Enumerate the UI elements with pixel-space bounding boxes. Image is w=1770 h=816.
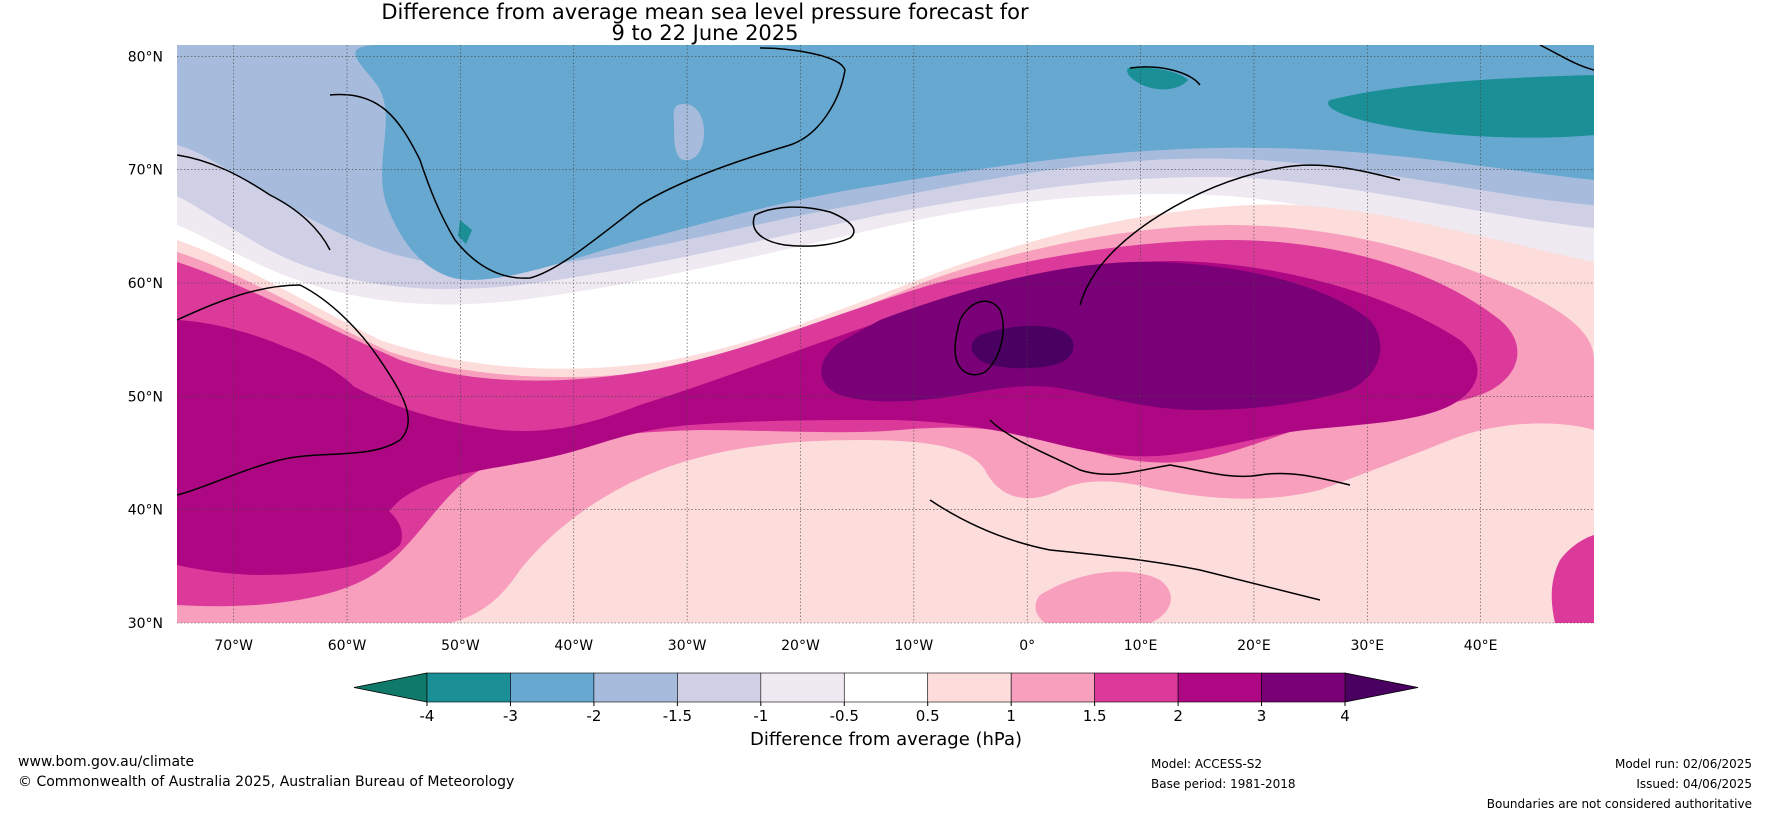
colorbar-tick-label: -1 xyxy=(753,707,768,725)
coast-british-isles xyxy=(954,300,1004,376)
coast-europe-south xyxy=(989,419,1351,486)
colorbar-tick-label: 3 xyxy=(1257,707,1267,725)
lon-tick-label: 30°W xyxy=(668,638,707,654)
colorbar-bin xyxy=(1261,672,1346,703)
coast-n-america xyxy=(177,284,409,496)
coast-greenland xyxy=(329,47,846,279)
field-pos-3 xyxy=(821,261,1381,410)
field-pos-se-blob xyxy=(1551,535,1594,623)
lon-tick-label: 30°E xyxy=(1350,638,1384,654)
lon-tick-label: 40°E xyxy=(1464,638,1498,654)
colorbar-tick-label: -1.5 xyxy=(663,707,692,725)
colorbar-tick-label: 4 xyxy=(1340,707,1350,725)
colorbar-extend-under xyxy=(353,672,428,703)
colorbar-tick-label: -2 xyxy=(586,707,601,725)
footer-disclaimer: Boundaries are not considered authoritat… xyxy=(1486,797,1752,811)
field-neg-4-north xyxy=(1127,67,1188,90)
chart-title-line2: 9 to 22 June 2025 xyxy=(611,21,799,45)
colorbar-bin xyxy=(760,672,845,703)
lat-tick-label: 70°N xyxy=(128,163,163,179)
lat-axis-labels: 80°N 70°N 60°N 50°N 40°N 30°N xyxy=(128,49,163,632)
colorbar-title: Difference from average (hPa) xyxy=(750,729,1022,750)
field-neg-3 xyxy=(355,45,1594,280)
lat-tick-label: 30°N xyxy=(128,616,163,632)
coast-iceland xyxy=(752,206,855,247)
colorbar-tick-label: 0.5 xyxy=(916,707,940,725)
colorbar-bin xyxy=(677,672,762,703)
colorbar-tick-label: -4 xyxy=(420,707,435,725)
lon-axis-labels: 70°W 60°W 50°W 40°W 30°W 20°W 10°W 0° 10°E 20°E 30… xyxy=(214,638,1497,654)
lon-tick-label: 50°W xyxy=(441,638,480,654)
colorbar-bin xyxy=(510,672,595,703)
colorbar-tick-label: 1.5 xyxy=(1083,707,1107,725)
colorbar: -4 -3 -2 -1.5 -1 -0.5 0.5 1 1.5 2 3 4 xyxy=(353,672,1419,725)
lat-tick-label: 80°N xyxy=(128,49,163,65)
field-neg-4-greenland xyxy=(458,220,472,244)
lat-tick-label: 60°N xyxy=(128,276,163,292)
lat-tick-label: 50°N xyxy=(128,389,163,405)
footer-model: Model: ACCESS-S2 xyxy=(1151,757,1263,771)
lon-tick-label: 10°E xyxy=(1124,638,1158,654)
colorbar-tick-label: -3 xyxy=(503,707,518,725)
colorbar-bin xyxy=(843,672,929,703)
field-neg-3-island xyxy=(673,103,705,161)
colorbar-bin xyxy=(927,672,1012,703)
field-neg-4-east xyxy=(1328,75,1594,138)
lon-tick-label: 40°W xyxy=(554,638,593,654)
footer-base-period: Base period: 1981-2018 xyxy=(1151,777,1296,791)
lon-tick-label: 70°W xyxy=(214,638,253,654)
field-pos-w-atlantic xyxy=(177,329,366,474)
lon-tick-label: 20°E xyxy=(1237,638,1271,654)
lon-tick-label: 0° xyxy=(1019,638,1035,654)
footer-model-run: Model run: 02/06/2025 xyxy=(1614,757,1752,771)
coast-svalbard xyxy=(1129,66,1201,86)
footer-website[interactable]: www.bom.gov.au/climate xyxy=(18,754,195,770)
lat-tick-label: 40°N xyxy=(128,503,163,519)
field-pos-sw-blob xyxy=(177,472,402,575)
colorbar-bin xyxy=(426,672,511,703)
lon-tick-label: 60°W xyxy=(328,638,367,654)
colorbar-tick-label: 1 xyxy=(1006,707,1016,725)
coastlines xyxy=(177,45,1594,601)
footer-issued: Issued: 04/06/2025 xyxy=(1636,777,1752,791)
colorbar-bin xyxy=(1177,672,1262,703)
anomaly-field xyxy=(177,45,1594,623)
coast-novaya-zemlya xyxy=(1539,45,1594,71)
colorbar-tick-label: 2 xyxy=(1173,707,1183,725)
chart-title-line1: Difference from average mean sea level p… xyxy=(381,0,1029,24)
colorbar-bin xyxy=(1010,672,1095,703)
lon-tick-label: 10°W xyxy=(895,638,934,654)
gridlines xyxy=(177,45,1594,624)
coast-scandinavia xyxy=(1079,164,1401,306)
colorbar-extend-over xyxy=(1344,672,1419,703)
coast-baffin xyxy=(177,154,331,251)
colorbar-bin xyxy=(593,672,678,703)
colorbar-tick-label: -0.5 xyxy=(830,707,859,725)
field-pos-n-africa xyxy=(1035,571,1171,623)
lon-tick-label: 20°W xyxy=(781,638,820,654)
colorbar-bin xyxy=(1094,672,1179,703)
footer-copyright: © Commonwealth of Australia 2025, Austra… xyxy=(18,774,515,790)
coast-n-africa xyxy=(929,499,1321,601)
